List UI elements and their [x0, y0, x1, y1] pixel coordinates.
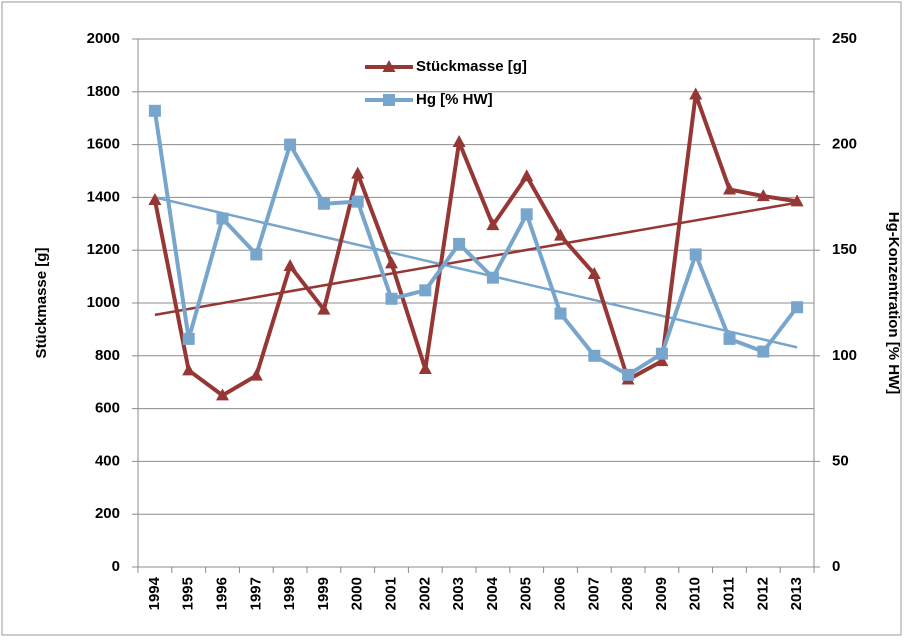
- trend-line: [154, 196, 798, 349]
- y-tick-label: 400: [95, 452, 120, 469]
- legend-marker: [382, 60, 396, 72]
- y-tick-label: 1600: [87, 136, 120, 153]
- x-tick-label: 1994: [146, 576, 163, 610]
- y2-tick-label: 250: [832, 30, 857, 47]
- marker: [655, 354, 669, 367]
- x-tick-label: 2011: [720, 577, 737, 610]
- marker: [317, 197, 330, 210]
- x-tick-label: 1997: [247, 577, 264, 610]
- x-tick-label: 2010: [687, 577, 704, 610]
- y-tick-label: 800: [95, 347, 120, 364]
- marker: [182, 363, 196, 376]
- x-tick-label: 1995: [180, 577, 197, 610]
- marker: [554, 307, 567, 320]
- marker: [689, 87, 703, 100]
- marker: [520, 208, 533, 221]
- marker: [418, 362, 432, 374]
- y2-tick-label: 100: [832, 347, 857, 364]
- marker: [790, 194, 804, 207]
- marker: [317, 302, 331, 315]
- marker: [284, 138, 297, 151]
- x-tick-label: 2002: [416, 577, 433, 610]
- x-tick-label: 2006: [551, 577, 568, 610]
- series-line: [152, 110, 799, 377]
- y-tick-label: 2000: [87, 30, 120, 47]
- marker: [723, 332, 736, 345]
- x-tick-label: 1996: [213, 577, 230, 610]
- x-tick-label: 1999: [315, 577, 332, 610]
- marker: [622, 368, 635, 381]
- y2-tick-label: 200: [832, 136, 857, 153]
- x-tick-label: 2008: [619, 577, 636, 610]
- marker: [486, 218, 500, 231]
- y2-tick-label: 0: [832, 558, 840, 575]
- x-tick-label: 2001: [382, 577, 399, 610]
- y-tick-label: 1400: [87, 188, 120, 205]
- marker: [486, 271, 499, 284]
- x-tick-label: 2012: [754, 577, 771, 610]
- marker: [148, 104, 161, 117]
- marker: [351, 195, 364, 208]
- y2-axis-title: Hg-Konzentration [% HW]: [885, 212, 902, 394]
- marker: [250, 248, 263, 261]
- marker: [283, 259, 297, 272]
- y-tick-label: 600: [95, 400, 120, 417]
- marker: [655, 347, 668, 360]
- marker: [757, 345, 770, 358]
- y-tick-label: 200: [95, 505, 120, 522]
- marker: [351, 166, 365, 179]
- y-tick-label: 1000: [87, 294, 120, 311]
- marker: [419, 284, 432, 297]
- legend-marker: [383, 94, 395, 106]
- marker: [756, 189, 770, 202]
- legend-label: Hg [% HW]: [416, 91, 493, 108]
- marker: [453, 237, 466, 250]
- y-tick-label: 1200: [87, 241, 120, 258]
- x-tick-label: 2000: [349, 577, 366, 610]
- marker: [385, 292, 398, 305]
- x-tick-label: 1998: [281, 577, 298, 610]
- x-tick-label: 2005: [518, 577, 535, 610]
- marker: [520, 169, 534, 182]
- x-tick-label: 2013: [788, 577, 805, 610]
- marker: [182, 332, 195, 345]
- marker: [216, 388, 229, 401]
- marker: [587, 266, 601, 279]
- y-tick-label: 1800: [87, 83, 120, 100]
- x-tick-label: 2007: [585, 577, 602, 610]
- marker: [588, 349, 601, 362]
- marker: [148, 193, 162, 206]
- x-tick-label: 2004: [484, 576, 501, 610]
- marker: [249, 368, 263, 381]
- y2-tick-label: 150: [832, 241, 857, 258]
- marker: [791, 301, 804, 314]
- y-axis-title: Stückmasse [g]: [33, 248, 50, 359]
- x-tick-label: 2009: [653, 577, 670, 610]
- x-tick-label: 2003: [450, 577, 467, 610]
- marker: [554, 228, 567, 241]
- marker: [216, 212, 229, 225]
- series-line: [152, 92, 798, 398]
- marker: [385, 256, 398, 269]
- marker: [723, 182, 736, 195]
- legend-label: Stückmasse [g]: [416, 58, 527, 75]
- y-tick-label: 0: [112, 558, 120, 575]
- marker: [689, 248, 702, 261]
- marker: [452, 134, 466, 147]
- y2-tick-label: 50: [832, 452, 849, 469]
